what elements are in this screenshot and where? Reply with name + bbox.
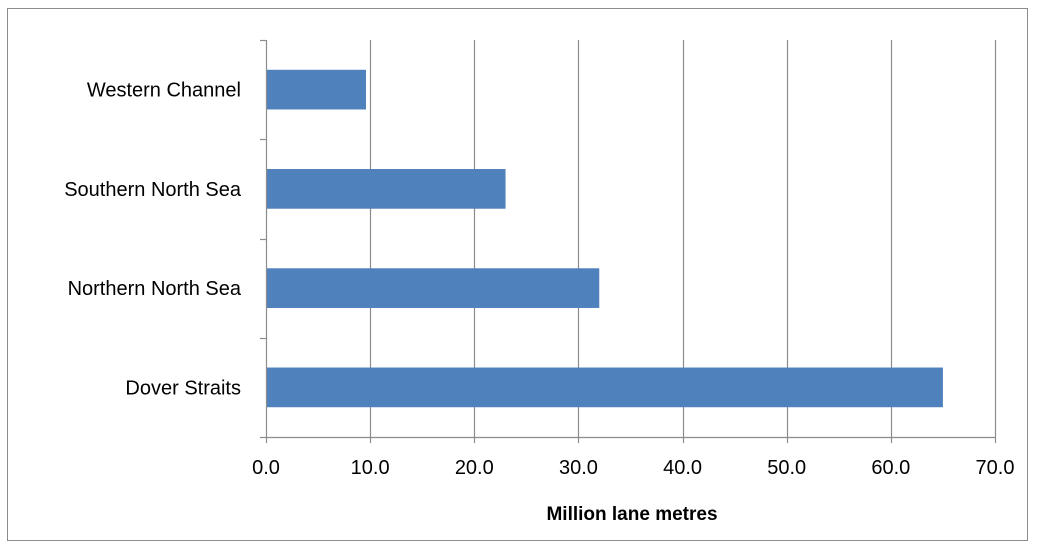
x-tick-label: 30.0 bbox=[559, 457, 598, 479]
x-tick-label: 10.0 bbox=[351, 457, 390, 479]
category-label: Dover Straits bbox=[125, 377, 241, 399]
category-label: Northern North Sea bbox=[68, 278, 242, 300]
x-tick-label: 70.0 bbox=[976, 457, 1015, 479]
x-tick-label: 60.0 bbox=[871, 457, 910, 479]
category-label: Western Channel bbox=[87, 80, 241, 102]
bar-western-channel bbox=[266, 69, 366, 110]
category-labels: Dover Straits Northern North Sea Southern … bbox=[64, 80, 242, 400]
axes bbox=[260, 39, 997, 443]
x-tick-label: 0.0 bbox=[252, 457, 280, 479]
bar-northern-north-sea bbox=[266, 268, 600, 308]
x-axis-title: Million lane metres bbox=[546, 504, 717, 525]
x-tick-label: 20.0 bbox=[455, 457, 494, 479]
x-tick-label: 50.0 bbox=[767, 457, 806, 479]
bar-dover-straits bbox=[266, 367, 943, 408]
bars bbox=[266, 69, 943, 408]
bar-southern-north-sea bbox=[266, 169, 506, 209]
category-label: Southern North Sea bbox=[64, 179, 242, 201]
x-tick-label: 40.0 bbox=[663, 457, 702, 479]
x-tick-labels: 0.0 10.0 20.0 30.0 40.0 50.0 60.0 70.0 bbox=[252, 457, 1014, 479]
